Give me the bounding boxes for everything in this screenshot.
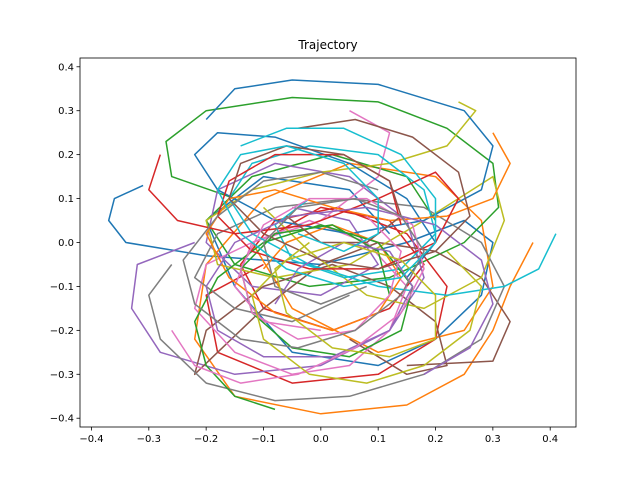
y-tick-label: −0.3 xyxy=(50,370,74,381)
y-tick-label: 0.4 xyxy=(58,62,74,73)
y-tick-label: 0.3 xyxy=(58,106,74,117)
y-tick-label: −0.4 xyxy=(50,414,74,425)
trajectory-line-17 xyxy=(171,197,425,384)
trajectory-line-20 xyxy=(216,127,437,288)
trajectory-line-18 xyxy=(182,171,425,349)
y-tick-label: 0.1 xyxy=(58,194,74,205)
trajectory-line-19 xyxy=(251,241,483,384)
x-axis: −0.4 −0.3 −0.2 −0.1 0.0 0.1 0.2 0.3 0.4 xyxy=(79,427,558,445)
x-tick-label: 0.0 xyxy=(313,434,329,445)
y-tick-label: 0.0 xyxy=(58,238,74,249)
trajectory-line-14 xyxy=(148,153,460,270)
x-tick-label: −0.1 xyxy=(251,434,275,445)
y-tick-label: −0.1 xyxy=(50,282,74,293)
x-tick-label: −0.2 xyxy=(194,434,218,445)
trajectory-line-15 xyxy=(205,206,494,375)
series-layer xyxy=(107,79,557,415)
trajectory-line-7 xyxy=(193,110,408,376)
x-tick-label: 0.2 xyxy=(428,434,444,445)
x-tick-label: 0.3 xyxy=(485,434,501,445)
trajectory-line-13 xyxy=(193,224,414,411)
trajectory-line-9 xyxy=(205,101,506,310)
x-tick-label: −0.3 xyxy=(137,434,161,445)
y-tick-label: 0.2 xyxy=(58,150,74,161)
x-tick-label: 0.4 xyxy=(542,434,558,445)
trajectory-line-16 xyxy=(228,118,471,270)
trajectory-line-2 xyxy=(193,162,534,415)
chart-title: Trajectory xyxy=(297,38,357,52)
trajectory-line-8 xyxy=(148,197,506,402)
y-axis: −0.4 −0.3 −0.2 −0.1 0.0 0.1 0.2 0.3 0.4 xyxy=(50,62,80,425)
trajectory-line-3 xyxy=(165,96,500,288)
trajectory-line-1 xyxy=(107,175,494,367)
y-tick-label: −0.2 xyxy=(50,326,74,337)
x-tick-label: −0.4 xyxy=(79,434,103,445)
x-tick-label: 0.1 xyxy=(370,434,386,445)
